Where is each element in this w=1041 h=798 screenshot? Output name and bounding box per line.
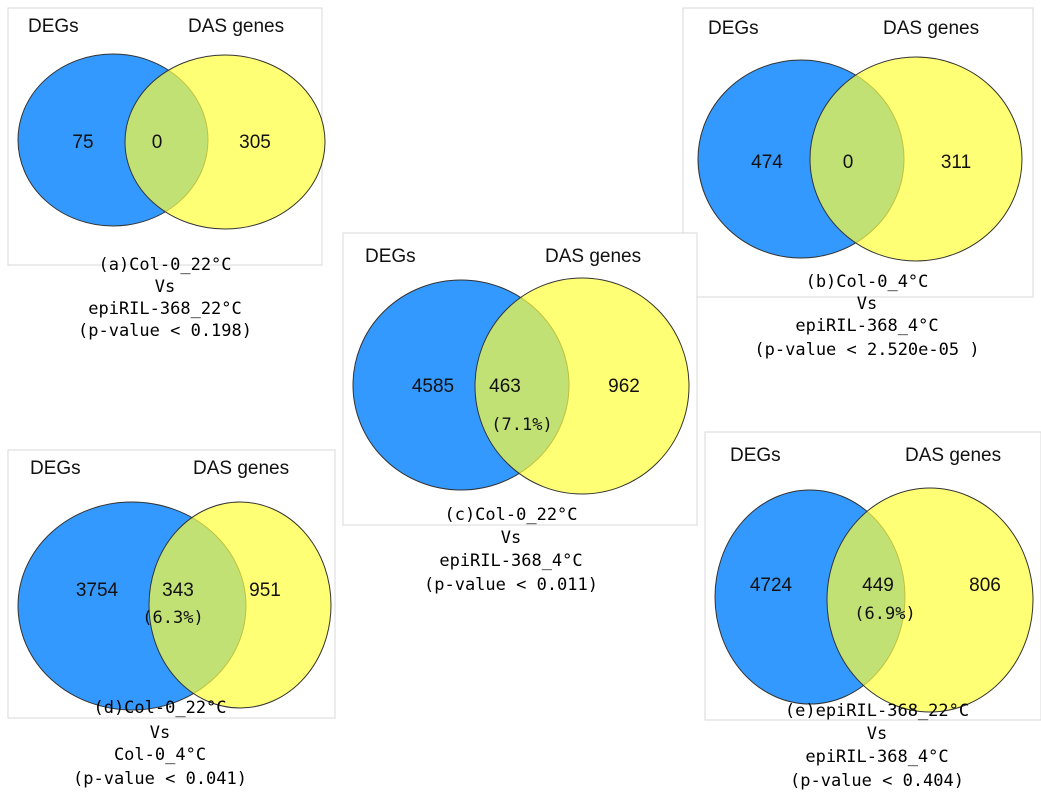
- caption-line: Vs: [155, 277, 175, 297]
- set-label: DEGs: [365, 246, 416, 267]
- region-count: 343: [162, 580, 194, 601]
- das-circle: [474, 277, 690, 495]
- venn-panel: DEGs DAS genes 4724 449 806 (6.9%) (e)epiRIL-3…: [704, 431, 1041, 791]
- region-count: 311: [941, 152, 971, 173]
- das-circle: [826, 487, 1034, 713]
- venn-panel: DEGs DAS genes 4585 463 962 (7.1%) (c)Col-0_22…: [342, 232, 698, 595]
- set-label: DEGs: [708, 18, 759, 39]
- set-label: DAS genes: [883, 18, 979, 39]
- region-count: 463: [489, 376, 521, 397]
- set-label: DAS genes: [193, 458, 289, 479]
- venn-panel: DEGs DAS genes 474 0 311 (b)Col-0_4°CVsepiRIL…: [682, 7, 1034, 360]
- caption-line: (d)Col-0_22°C: [93, 698, 226, 718]
- caption-line: (p-value < 0.011): [424, 575, 598, 595]
- overlap-percent: (7.1%): [491, 415, 552, 435]
- region-count: 75: [72, 132, 93, 153]
- caption-line: (b)Col-0_4°C: [806, 272, 929, 292]
- region-count: 806: [969, 575, 1001, 596]
- das-circle: [124, 54, 326, 230]
- overlap-percent: (6.9%): [854, 604, 915, 624]
- caption-line: (a)Col-0_22°C: [98, 255, 231, 275]
- region-count: 0: [843, 152, 854, 173]
- set-label: DEGs: [28, 16, 79, 37]
- caption-line: Vs: [857, 294, 877, 314]
- caption-line: epiRIL-368_4°C: [439, 551, 582, 571]
- region-count: 0: [152, 132, 163, 153]
- region-count: 305: [239, 132, 271, 153]
- region-count: 962: [608, 376, 640, 397]
- set-label: DAS genes: [905, 445, 1001, 466]
- set-label: DEGs: [30, 458, 81, 479]
- caption-line: (e)epiRIL-368_22°C: [785, 701, 969, 721]
- caption-line: Vs: [150, 723, 170, 743]
- das-circle: [809, 56, 1023, 262]
- caption-line: epiRIL-368_4°C: [805, 747, 948, 767]
- caption-line: (p-value < 2.520e-05 ): [754, 340, 979, 360]
- caption-line: (p-value < 0.041): [73, 769, 247, 789]
- region-count: 3754: [76, 580, 119, 601]
- caption-line: (c)Col-0_22°C: [444, 505, 577, 525]
- set-label: DAS genes: [188, 16, 284, 37]
- set-label: DEGs: [730, 445, 781, 466]
- caption-line: (p-value < 0.404): [790, 771, 964, 791]
- caption-line: Col-0_4°C: [114, 745, 206, 765]
- set-label: DAS genes: [545, 246, 641, 267]
- caption-line: Vs: [867, 724, 887, 744]
- overlap-percent: (6.3%): [142, 608, 203, 628]
- region-count: 4724: [750, 575, 793, 596]
- caption-line: (p-value < 0.198): [78, 321, 252, 341]
- region-count: 951: [249, 580, 281, 601]
- caption-line: Vs: [501, 528, 521, 548]
- caption-line: epiRIL-368_22°C: [88, 299, 242, 319]
- venn-panel: DEGs DAS genes 3754 343 951 (6.3%) (d)Col-0_22…: [7, 449, 336, 789]
- region-count: 474: [751, 152, 783, 173]
- region-count: 449: [862, 575, 894, 596]
- region-count: 4585: [412, 376, 454, 397]
- das-circle: [148, 501, 332, 709]
- venn-panel: DEGs DAS genes 75 0 305 (a)Col-0_22°CVsepiRIL…: [7, 7, 326, 341]
- caption-line: epiRIL-368_4°C: [795, 316, 938, 336]
